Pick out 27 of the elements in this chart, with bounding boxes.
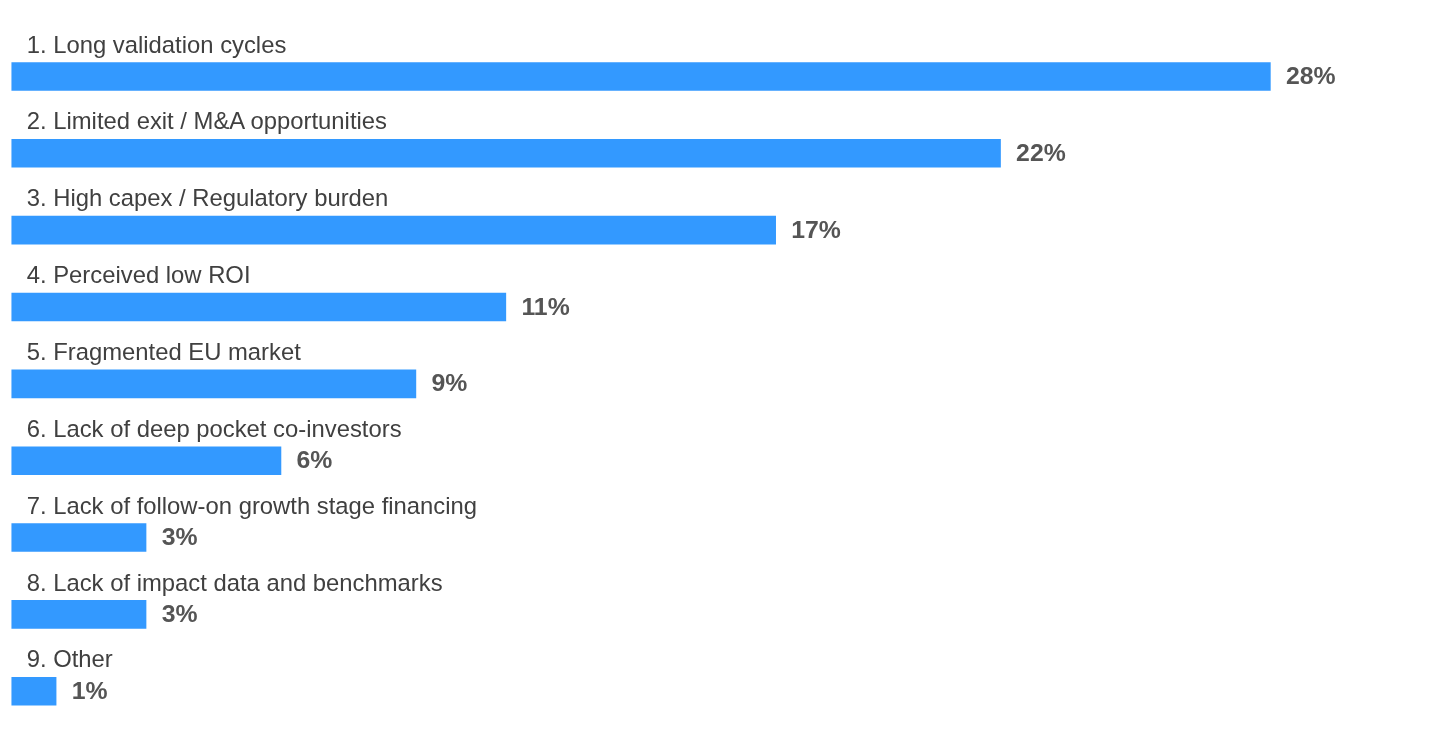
bar bbox=[11, 523, 147, 552]
data-label: 28% bbox=[1285, 62, 1336, 90]
bar bbox=[11, 215, 776, 245]
data-label: 17% bbox=[791, 215, 841, 243]
y-tick-label: 3. High capex / Regulatory burden bbox=[26, 184, 389, 212]
bar bbox=[11, 369, 417, 399]
data-label: 6% bbox=[296, 446, 333, 474]
y-tick-label: 2. Limited exit / M&A opportunities bbox=[26, 107, 388, 135]
y-tick-label: 1. Long validation cycles bbox=[26, 30, 287, 58]
bar bbox=[11, 292, 507, 322]
y-tick-label: 4. Perceived low ROI bbox=[26, 261, 251, 289]
data-label: 9% bbox=[431, 369, 468, 397]
bar bbox=[11, 676, 57, 706]
y-tick-label: 7. Lack of follow-on growth stage financing bbox=[26, 491, 478, 519]
data-label: 11% bbox=[521, 292, 570, 320]
bar bbox=[11, 139, 1001, 168]
y-tick-label: 8. Lack of impact data and benchmarks bbox=[26, 568, 443, 596]
bar bbox=[11, 600, 147, 629]
y-tick-label: 5. Fragmented EU market bbox=[26, 338, 302, 366]
data-label: 3% bbox=[161, 523, 198, 551]
bar bbox=[11, 446, 282, 476]
bar bbox=[11, 62, 1271, 91]
y-tick-label: 9. Other bbox=[26, 645, 113, 673]
data-label: 22% bbox=[1016, 138, 1066, 166]
y-tick-label: 6. Lack of deep pocket co-investors bbox=[26, 414, 402, 442]
data-label: 1% bbox=[71, 676, 108, 704]
data-label: 3% bbox=[161, 600, 198, 628]
